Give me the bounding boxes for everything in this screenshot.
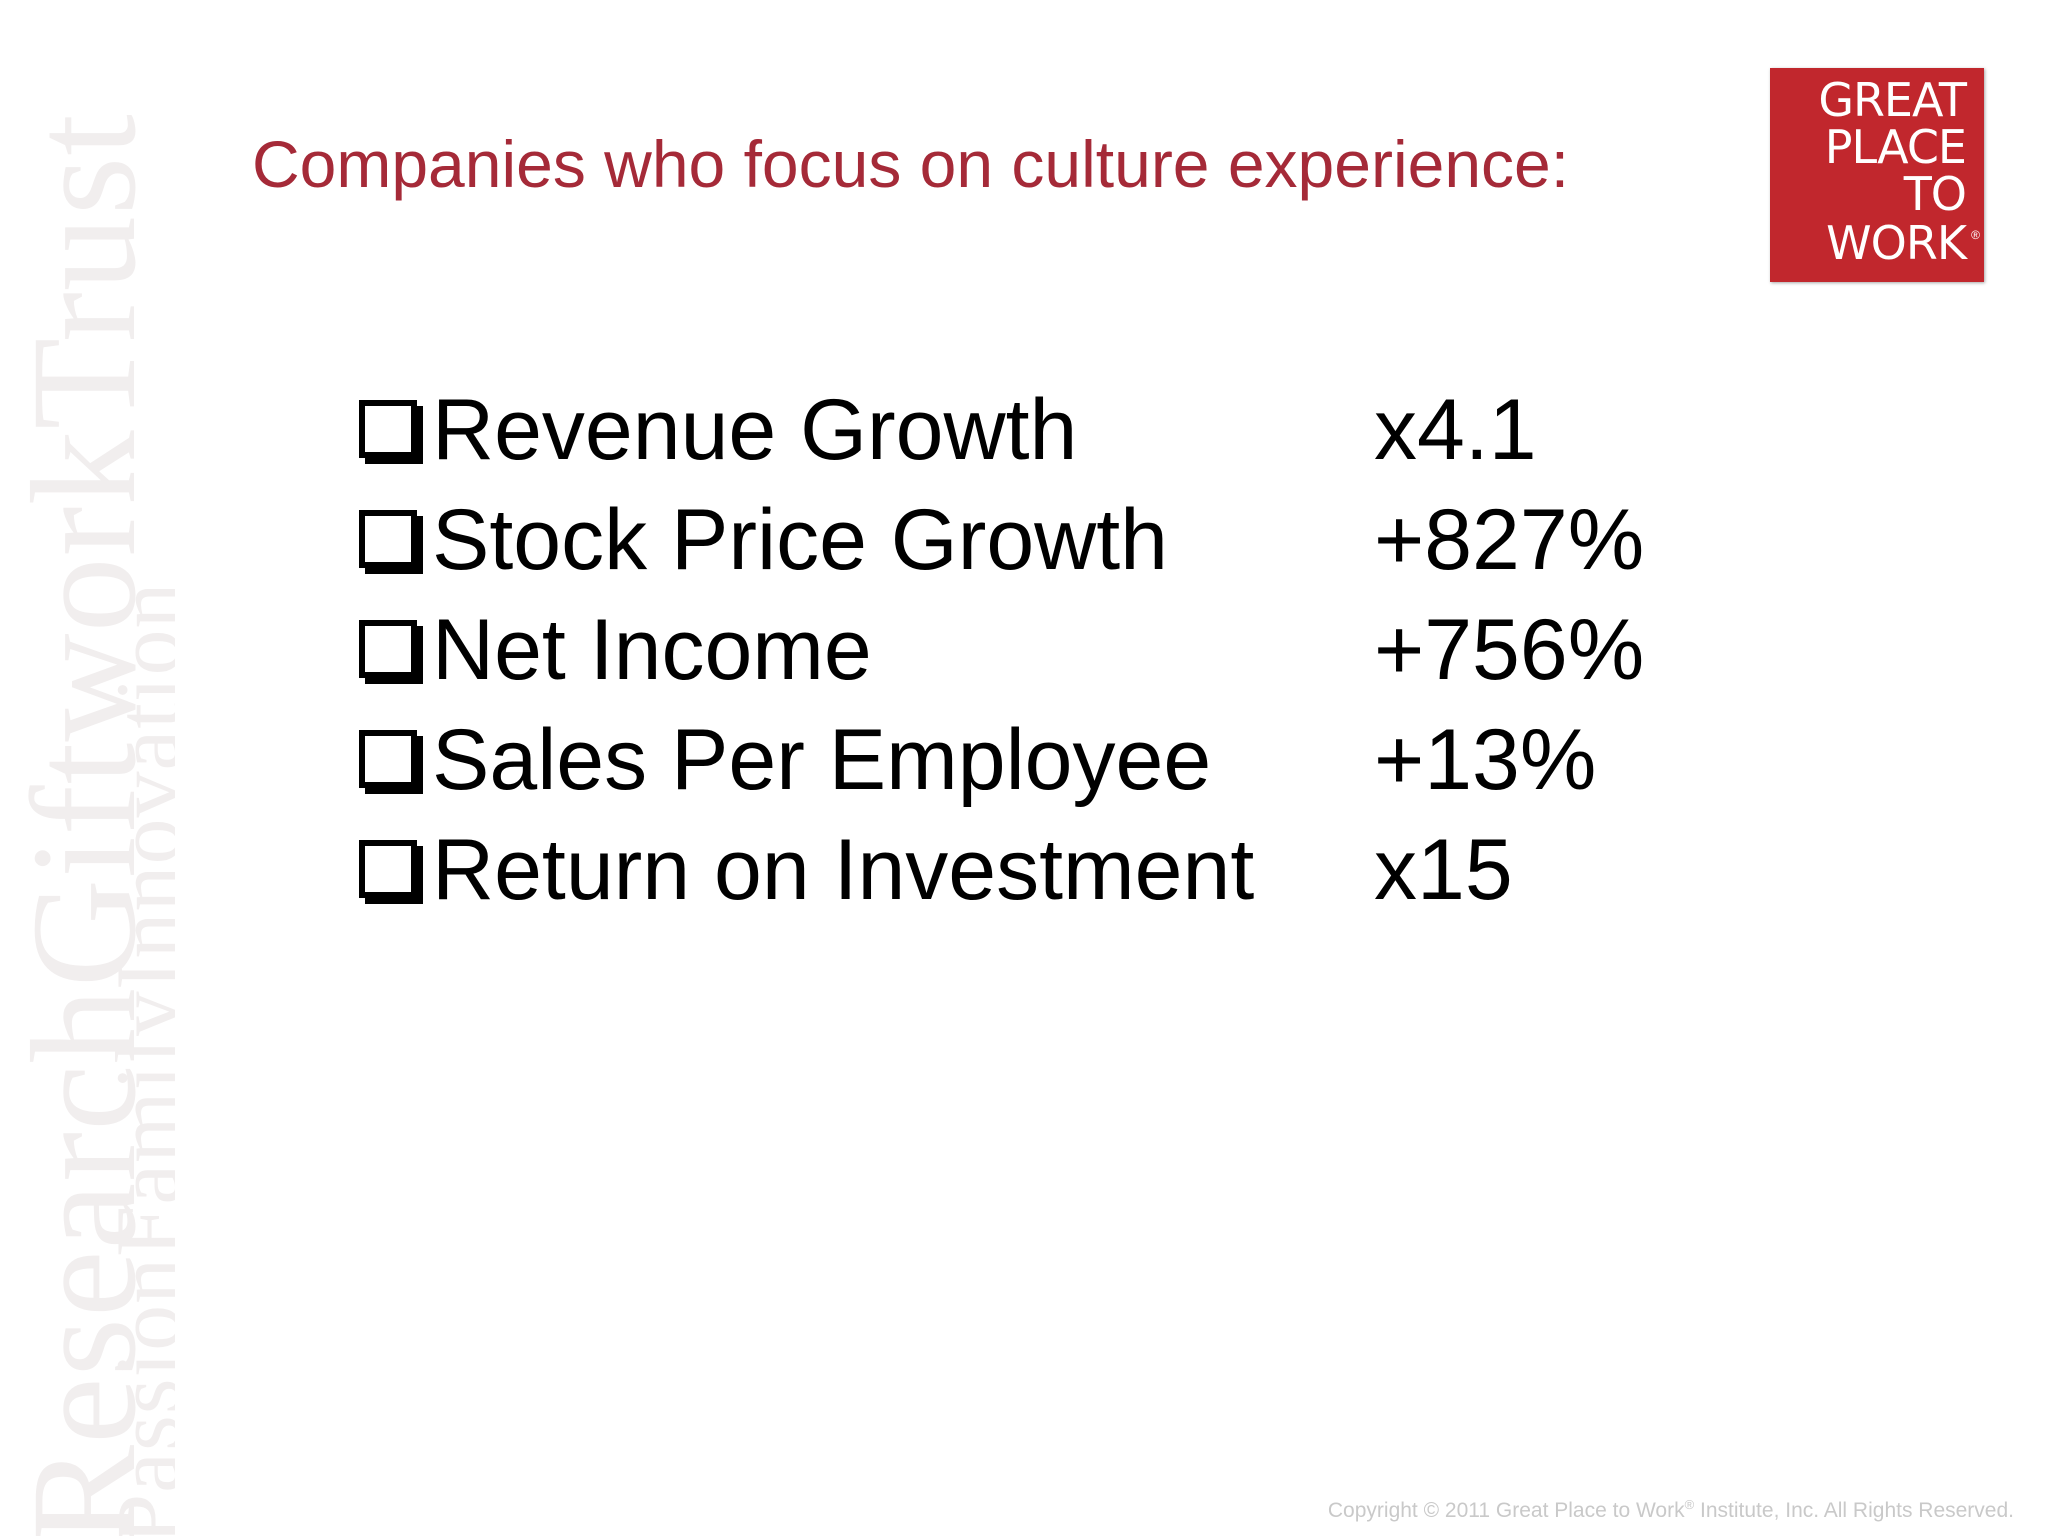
metric-value: +827% bbox=[1374, 492, 1645, 588]
metric-label: Revenue Growth bbox=[432, 382, 1078, 478]
metric-value: +756% bbox=[1374, 602, 1645, 698]
watermark-line-2: PassionFamilyInnovation bbox=[97, 581, 175, 1536]
copyright-notice: Copyright © 2011 Great Place to Work® In… bbox=[1328, 1497, 2014, 1523]
metric-row: Return on Investment x15 bbox=[356, 820, 1756, 930]
logo-line-place: PLACE bbox=[1824, 120, 1967, 174]
metric-label: Sales Per Employee bbox=[432, 712, 1212, 808]
metric-label: Net Income bbox=[432, 602, 872, 698]
logo-line-to: TO bbox=[1903, 167, 1967, 221]
metric-value: x4.1 bbox=[1374, 382, 1537, 478]
metric-row: Sales Per Employee +13% bbox=[356, 710, 1756, 820]
metrics-list: Revenue Growth x4.1 Stock Price Growth +… bbox=[356, 380, 1756, 930]
great-place-to-work-logo: GREAT PLACE TO WORK ® bbox=[1770, 68, 1984, 282]
metric-row: Net Income +756% bbox=[356, 600, 1756, 710]
logo-line-great: GREAT bbox=[1818, 73, 1967, 127]
copyright-registered-mark: ® bbox=[1684, 1497, 1695, 1512]
slide-title: Companies who focus on culture experienc… bbox=[252, 127, 1570, 201]
metric-label: Stock Price Growth bbox=[432, 492, 1168, 588]
logo-registered-mark: ® bbox=[1971, 228, 1980, 242]
watermark: ResearchGiftworkTrust PassionFamilyInnov… bbox=[0, 0, 175, 1536]
metric-row: Revenue Growth x4.1 bbox=[356, 380, 1756, 490]
checkbox-bullet-icon bbox=[359, 620, 417, 678]
checkbox-bullet-icon bbox=[359, 730, 417, 788]
copyright-text-end: Institute, Inc. All Rights Reserved. bbox=[1694, 1499, 2014, 1522]
checkbox-bullet-icon bbox=[359, 840, 417, 898]
metric-value: +13% bbox=[1374, 712, 1597, 808]
metric-value: x15 bbox=[1374, 822, 1513, 918]
metric-row: Stock Price Growth +827% bbox=[356, 490, 1756, 600]
metric-label: Return on Investment bbox=[432, 822, 1255, 918]
checkbox-bullet-icon bbox=[359, 510, 417, 568]
logo-line-work: WORK bbox=[1826, 216, 1967, 270]
checkbox-bullet-icon bbox=[359, 400, 417, 458]
copyright-text-start: Copyright © 2011 Great Place to Work bbox=[1327, 1499, 1685, 1522]
